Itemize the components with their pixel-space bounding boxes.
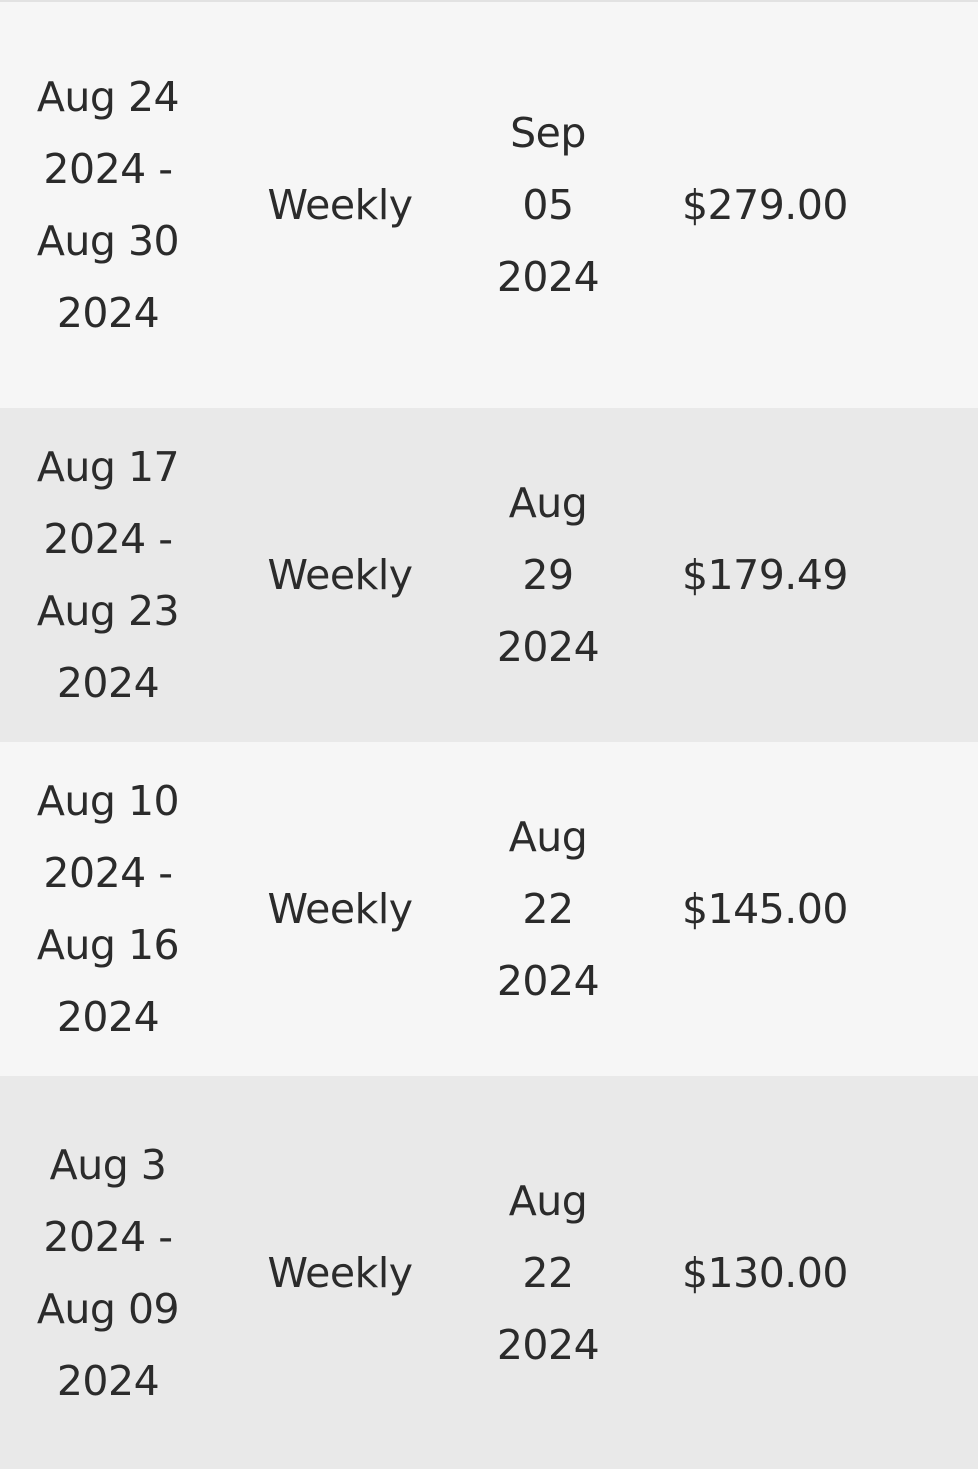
amount-cell: $130.00 bbox=[650, 1076, 880, 1469]
frequency-cell: Weekly bbox=[240, 742, 440, 1076]
table-row[interactable]: Aug 3 2024 - Aug 09 2024 Weekly Aug 22 2… bbox=[0, 1076, 978, 1469]
pay-period-cell: Aug 17 2024 - Aug 23 2024 bbox=[0, 408, 216, 742]
table-row[interactable]: Aug 10 2024 - Aug 16 2024 Weekly Aug 22 … bbox=[0, 742, 978, 1076]
frequency-text: Weekly bbox=[267, 181, 413, 229]
frequency-cell: Weekly bbox=[240, 408, 440, 742]
pay-period-text: Aug 24 2024 - Aug 30 2024 bbox=[36, 73, 180, 337]
pay-date-text: Sep 05 2024 bbox=[496, 109, 600, 301]
frequency-text: Weekly bbox=[267, 1248, 413, 1297]
pay-period-text: Aug 10 2024 - Aug 16 2024 bbox=[36, 777, 180, 1041]
pay-date-cell: Sep 05 2024 bbox=[468, 2, 628, 408]
amount-text: $130.00 bbox=[681, 1248, 849, 1297]
frequency-cell: Weekly bbox=[240, 2, 440, 408]
table-row[interactable]: Aug 24 2024 - Aug 30 2024 Weekly Sep 05 … bbox=[0, 2, 978, 408]
frequency-text: Weekly bbox=[267, 551, 413, 599]
amount-text: $279.00 bbox=[681, 181, 849, 229]
table-row[interactable]: Aug 17 2024 - Aug 23 2024 Weekly Aug 29 … bbox=[0, 408, 978, 742]
pay-date-text: Aug 29 2024 bbox=[496, 479, 600, 671]
amount-cell: $279.00 bbox=[650, 2, 880, 408]
pay-date-text: Aug 22 2024 bbox=[496, 813, 600, 1005]
pay-period-text: Aug 3 2024 - Aug 09 2024 bbox=[36, 1140, 180, 1405]
pay-date-cell: Aug 22 2024 bbox=[468, 1076, 628, 1469]
pay-date-text: Aug 22 2024 bbox=[496, 1176, 600, 1369]
amount-text: $145.00 bbox=[681, 885, 849, 933]
pay-period-cell: Aug 24 2024 - Aug 30 2024 bbox=[0, 2, 216, 408]
pay-period-text: Aug 17 2024 - Aug 23 2024 bbox=[36, 443, 180, 707]
amount-cell: $145.00 bbox=[650, 742, 880, 1076]
pay-date-cell: Aug 29 2024 bbox=[468, 408, 628, 742]
frequency-text: Weekly bbox=[267, 885, 413, 933]
amount-text: $179.49 bbox=[681, 551, 849, 599]
pay-date-cell: Aug 22 2024 bbox=[468, 742, 628, 1076]
frequency-cell: Weekly bbox=[240, 1076, 440, 1469]
pay-period-cell: Aug 3 2024 - Aug 09 2024 bbox=[0, 1076, 216, 1469]
pay-period-cell: Aug 10 2024 - Aug 16 2024 bbox=[0, 742, 216, 1076]
amount-cell: $179.49 bbox=[650, 408, 880, 742]
